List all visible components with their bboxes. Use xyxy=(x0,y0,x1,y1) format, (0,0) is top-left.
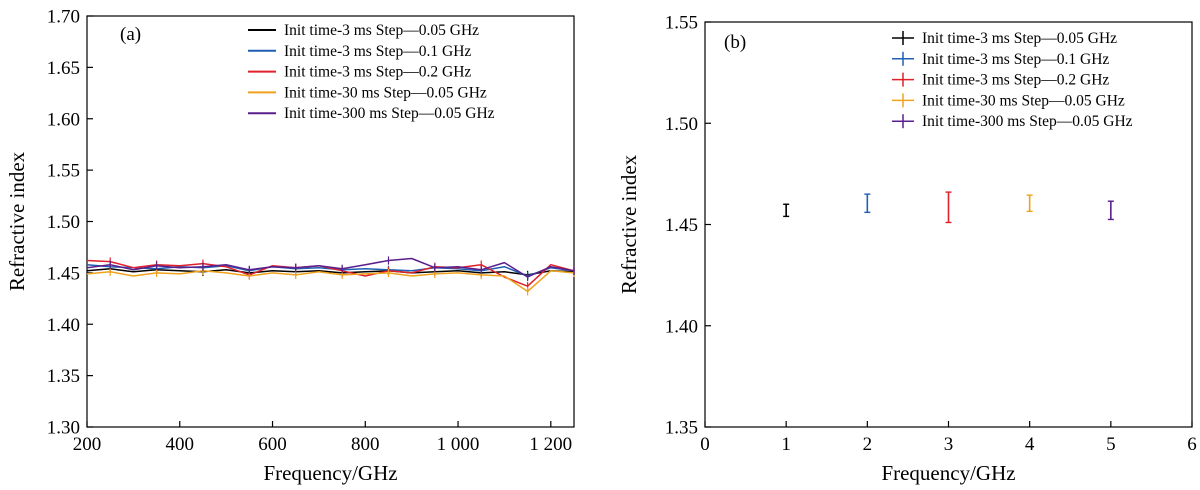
y-tick-label: 1.50 xyxy=(665,114,698,135)
y-tick-label: 1.35 xyxy=(47,366,80,387)
y-axis-label: Refractive index xyxy=(5,151,29,291)
x-tick-label: 0 xyxy=(700,434,710,455)
series-line xyxy=(86,257,575,278)
y-tick-label: 1.65 xyxy=(47,58,80,79)
y-tick-label: 1.45 xyxy=(665,215,698,236)
x-axis-label: Frequency/GHz xyxy=(881,461,1015,485)
x-tick-label: 3 xyxy=(944,434,954,455)
y-tick-label: 1.70 xyxy=(47,7,80,28)
legend-entry: Init time-3 ms Step—0.2 GHz xyxy=(922,72,1109,89)
series-line xyxy=(86,268,575,276)
y-tick-label: 1.40 xyxy=(665,316,698,337)
x-tick-label: 1 200 xyxy=(529,434,572,455)
y-tick-label: 1.30 xyxy=(47,418,80,439)
y-tick-label: 1.35 xyxy=(665,418,698,439)
x-tick-label: 400 xyxy=(166,434,195,455)
y-tick-label: 1.60 xyxy=(47,109,80,130)
x-tick-label: 4 xyxy=(1025,434,1035,455)
legend-entry: Init time-3 ms Step—0.1 GHz xyxy=(284,43,471,60)
x-axis-label: Frequency/GHz xyxy=(263,461,397,485)
x-tick-label: 6 xyxy=(1187,434,1197,455)
x-tick-label: 600 xyxy=(258,434,287,455)
legend-entry: Init time-300 ms Step—0.05 GHz xyxy=(284,105,495,122)
y-tick-label: 1.55 xyxy=(47,161,80,182)
x-tick-label: 5 xyxy=(1106,434,1116,455)
panel-b: 0 1 2 3 4 5 6 1.35 1.40 1.45 1.50 1.55 Frequency/GHz… xyxy=(617,13,1197,486)
y-tick-label: 1.50 xyxy=(47,212,80,233)
legend-entry: Init time-3 ms Step—0.05 GHz xyxy=(284,22,479,39)
legend: Init time-3 ms Step—0.05 GHz Init time-3 … xyxy=(248,22,495,122)
series-line xyxy=(86,270,575,293)
legend-entry: Init time-3 ms Step—0.1 GHz xyxy=(922,51,1109,68)
series-line xyxy=(86,259,575,287)
legend-entry: Init time-30 ms Step—0.05 GHz xyxy=(922,92,1125,109)
legend-entry: Init time-30 ms Step—0.05 GHz xyxy=(284,84,487,101)
legend: Init time-3 ms Step—0.05 GHz Init time-3 … xyxy=(892,30,1133,130)
legend-entry: Init time-300 ms Step—0.05 GHz xyxy=(922,113,1133,130)
y-tick-label: 1.45 xyxy=(47,263,80,284)
y-tick-label: 1.40 xyxy=(47,315,80,336)
panel-label: (a) xyxy=(120,24,141,45)
panel-a: 200 400 600 800 1 000 1 200 1.30 1.35 1.40 1.45 1.… xyxy=(5,7,575,485)
panel-label: (b) xyxy=(724,32,746,53)
legend-entry: Init time-3 ms Step—0.2 GHz xyxy=(284,64,471,81)
y-axis-label: Refractive index xyxy=(617,154,641,294)
x-tick-label: 200 xyxy=(73,434,102,455)
x-tick-label: 1 000 xyxy=(437,434,480,455)
x-tick-label: 1 xyxy=(781,434,791,455)
x-tick-label: 2 xyxy=(863,434,873,455)
y-tick-label: 1.55 xyxy=(665,13,698,34)
x-tick-label: 800 xyxy=(351,434,380,455)
legend-entry: Init time-3 ms Step—0.05 GHz xyxy=(922,30,1117,47)
